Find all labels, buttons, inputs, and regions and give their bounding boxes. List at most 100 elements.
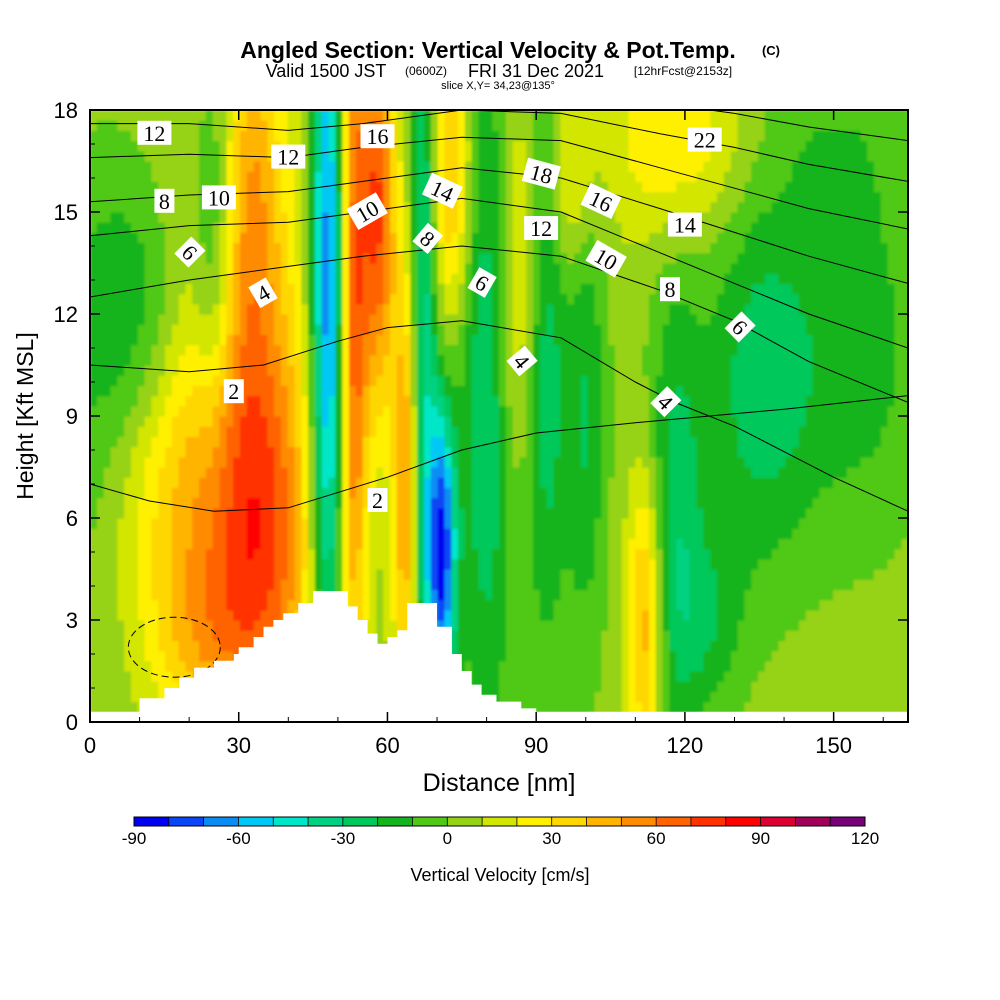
velocity-cell: [587, 334, 596, 346]
velocity-cell: [560, 161, 568, 172]
velocity-cell: [478, 222, 486, 233]
velocity-cell: [601, 507, 609, 519]
velocity-cell: [492, 212, 500, 223]
velocity-cell: [226, 579, 234, 590]
velocity-cell: [533, 446, 541, 458]
velocity-cell: [424, 548, 432, 560]
velocity-cell: [362, 273, 371, 284]
velocity-cell: [151, 303, 159, 315]
velocity-cell: [212, 395, 221, 407]
velocity-cell: [130, 701, 139, 713]
velocity-cell: [546, 273, 555, 284]
velocity-cell: [608, 222, 616, 233]
velocity-cell: [464, 497, 473, 509]
velocity-cell: [171, 385, 180, 397]
velocity-cell: [349, 273, 357, 284]
velocity-cell: [499, 558, 507, 570]
velocity-cell: [280, 273, 289, 284]
velocity-cell: [267, 620, 275, 631]
velocity-cell: [233, 467, 241, 478]
velocity-cell: [492, 620, 500, 631]
velocity-cell: [648, 681, 657, 692]
velocity-cell: [171, 538, 180, 550]
velocity-cell: [594, 130, 602, 142]
velocity-cell: [635, 487, 643, 499]
velocity-cell: [573, 691, 582, 703]
velocity-cell: [178, 161, 187, 172]
velocity-cell: [573, 303, 582, 315]
velocity-cell: [124, 558, 132, 570]
velocity-cell: [274, 487, 282, 499]
velocity-cell: [437, 395, 446, 407]
velocity-cell: [451, 171, 459, 182]
velocity-cell: [335, 579, 343, 590]
velocity-cell: [301, 385, 309, 397]
velocity-cell: [648, 507, 657, 519]
velocity-cell: [539, 263, 548, 274]
velocity-cell: [117, 191, 125, 203]
velocity-cell: [355, 191, 364, 203]
velocity-cell: [573, 171, 582, 182]
velocity-cell: [158, 140, 166, 152]
velocity-cell: [335, 314, 343, 325]
velocity-cell: [512, 436, 521, 448]
velocity-cell: [471, 558, 480, 570]
velocity-cell: [587, 354, 596, 366]
velocity-cell: [594, 161, 602, 172]
velocity-cell: [499, 232, 507, 244]
velocity-cell: [117, 375, 125, 386]
velocity-cell: [621, 232, 630, 244]
velocity-cell: [648, 161, 657, 172]
velocity-cell: [464, 558, 473, 570]
velocity-cell: [396, 293, 405, 305]
velocity-cell: [464, 436, 473, 448]
velocity-cell: [628, 150, 636, 162]
velocity-cell: [164, 110, 173, 121]
velocity-cell: [185, 507, 193, 519]
velocity-cell: [328, 416, 336, 427]
velocity-cell: [246, 222, 255, 233]
velocity-cell: [594, 660, 602, 672]
velocity-cell: [444, 548, 452, 560]
velocity-cell: [144, 344, 152, 356]
chart-title-unit: (C): [762, 43, 780, 58]
velocity-cell: [478, 477, 486, 488]
velocity-cell: [117, 599, 125, 611]
velocity-cell: [383, 365, 391, 376]
velocity-cell: [164, 354, 173, 366]
velocity-cell: [294, 456, 302, 468]
velocity-cell: [349, 589, 357, 601]
velocity-cell: [253, 620, 262, 631]
velocity-cell: [137, 283, 146, 295]
velocity-cell: [96, 558, 105, 570]
velocity-cell: [505, 273, 514, 284]
velocity-cell: [478, 620, 486, 631]
velocity-cell: [478, 375, 486, 386]
velocity-cell: [137, 354, 146, 366]
velocity-cell: [567, 375, 575, 386]
velocity-cell: [274, 609, 282, 621]
velocity-cell: [492, 630, 500, 641]
velocity-cell: [314, 293, 323, 305]
velocity-cell: [212, 487, 221, 499]
velocity-cell: [621, 344, 630, 356]
velocity-cell: [580, 691, 589, 703]
velocity-cell: [178, 640, 187, 652]
velocity-cell: [144, 150, 152, 162]
velocity-cell: [614, 640, 623, 652]
velocity-cell: [321, 436, 330, 448]
velocity-cell: [478, 354, 486, 366]
velocity-cell: [267, 569, 275, 580]
velocity-cell: [103, 528, 112, 539]
velocity-cell: [164, 314, 173, 325]
velocity-cell: [369, 538, 377, 550]
velocity-cell: [376, 191, 384, 203]
velocity-cell: [355, 140, 364, 152]
velocity-cell: [96, 436, 105, 448]
velocity-cell: [464, 395, 473, 407]
velocity-cell: [383, 293, 391, 305]
velocity-cell: [96, 334, 105, 346]
velocity-cell: [601, 222, 609, 233]
velocity-cell: [567, 467, 575, 478]
velocity-cell: [417, 191, 425, 203]
